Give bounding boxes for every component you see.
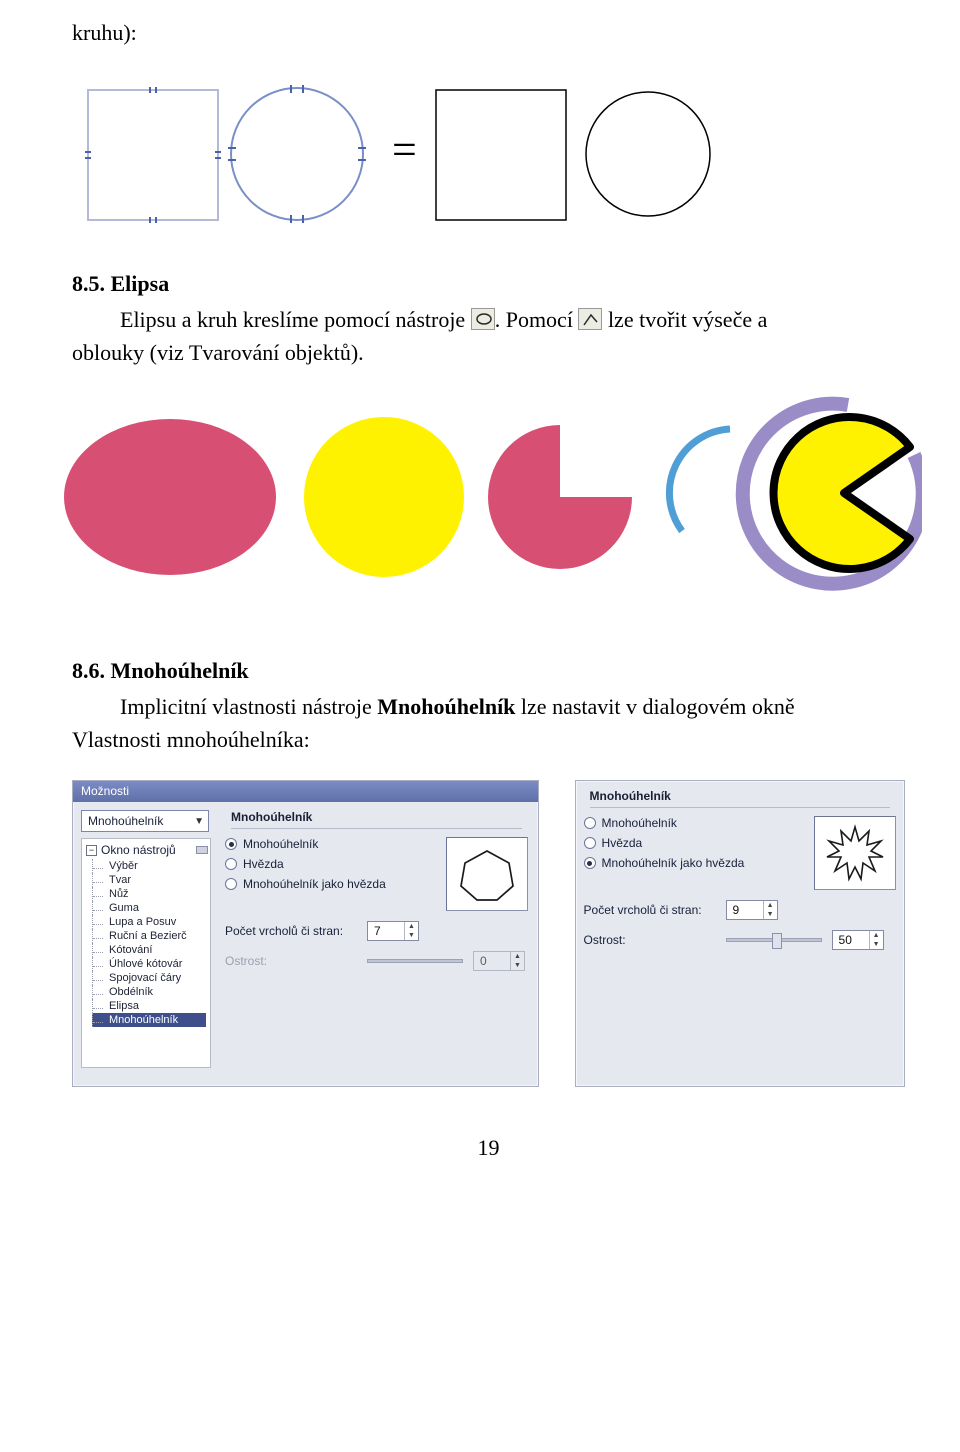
dialog-title: Možnosti: [73, 781, 538, 802]
tree-item[interactable]: Lupa a Posuv: [92, 915, 210, 929]
radio-polygon-star[interactable]: Mnohoúhelník jako hvězda: [584, 856, 745, 870]
tree-item[interactable]: Spojovací čáry: [92, 971, 210, 985]
sharpness-label: Ostrost:: [584, 933, 716, 947]
category-combo[interactable]: Mnohoúhelník ▼: [81, 810, 209, 832]
shape-preview: [814, 816, 896, 890]
options-dialog-right: Mnohoúhelník Mnohoúhelník Hvězda Mnohoúh…: [575, 780, 905, 1087]
tree-item[interactable]: Elipsa: [92, 999, 210, 1013]
tree-item[interactable]: Obdélník: [92, 985, 210, 999]
spin-down-icon[interactable]: ▼: [764, 910, 777, 919]
tree-item[interactable]: Tvar: [92, 873, 210, 887]
tree-root-label: Okno nástrojů: [101, 843, 176, 857]
section-heading: Mnohoúhelník: [231, 810, 522, 829]
spin-up-icon[interactable]: ▲: [405, 922, 418, 931]
page-number: 19: [72, 1135, 905, 1161]
radio-star[interactable]: Hvězda: [225, 857, 386, 871]
tool-tree[interactable]: − Okno nástrojů Výběr Tvar Nůž Guma Lupa…: [81, 838, 211, 1068]
collapse-icon[interactable]: −: [86, 845, 97, 856]
chevron-down-icon: ▼: [194, 816, 204, 827]
arc-tool-icon: [578, 308, 602, 330]
options-dialog-left: Možnosti Mnohoúhelník ▼ − Okno nástrojů: [72, 780, 539, 1087]
tree-item[interactable]: Úhlové kótovár: [92, 957, 210, 971]
vertices-input[interactable]: 9 ▲▼: [726, 900, 778, 920]
top-label: kruhu):: [72, 20, 905, 46]
section-heading: Mnohoúhelník: [590, 789, 890, 808]
radio-polygon[interactable]: Mnohoúhelník: [225, 837, 386, 851]
para-85: Elipsu a kruh kreslíme pomocí nástroje .…: [72, 303, 905, 369]
tree-item[interactable]: Mnohoúhelník: [92, 1013, 206, 1027]
spin-up-icon[interactable]: ▲: [870, 931, 883, 940]
heading-86: 8.6. Mnohoúhelník: [72, 658, 905, 684]
sharpness-label: Ostrost:: [225, 954, 357, 968]
spin-up-icon[interactable]: ▲: [764, 901, 777, 910]
scroll-grip-icon: [196, 846, 208, 854]
sharpness-slider[interactable]: [726, 931, 822, 949]
tree-item[interactable]: Guma: [92, 901, 210, 915]
vertices-input[interactable]: 7 ▲▼: [367, 921, 419, 941]
shape-preview: [446, 837, 528, 911]
tree-item[interactable]: Ruční a Bezierč: [92, 929, 210, 943]
vertices-label: Počet vrcholů či stran:: [584, 903, 716, 917]
radio-star[interactable]: Hvězda: [584, 836, 745, 850]
ellipse-tool-icon: [471, 308, 495, 330]
tree-item[interactable]: Nůž: [92, 887, 210, 901]
spin-down-icon[interactable]: ▼: [405, 931, 418, 940]
equals-illustration: =: [72, 54, 905, 237]
tree-item[interactable]: Kótování: [92, 943, 210, 957]
radio-polygon[interactable]: Mnohoúhelník: [584, 816, 745, 830]
para-86: Implicitní vlastnosti nástroje Mnohoúhel…: [72, 690, 905, 756]
sharpness-input: 0 ▲▼: [473, 951, 525, 971]
radio-polygon-star[interactable]: Mnohoúhelník jako hvězda: [225, 877, 386, 891]
tree-item[interactable]: Výběr: [92, 859, 210, 873]
svg-text:=: =: [392, 125, 417, 174]
heading-85: 8.5. Elipsa: [72, 271, 905, 297]
shapes-row: [62, 393, 905, 598]
sharpness-slider: [367, 952, 463, 970]
vertices-label: Počet vrcholů či stran:: [225, 924, 357, 938]
spin-down-icon[interactable]: ▼: [870, 940, 883, 949]
sharpness-input[interactable]: 50 ▲▼: [832, 930, 884, 950]
